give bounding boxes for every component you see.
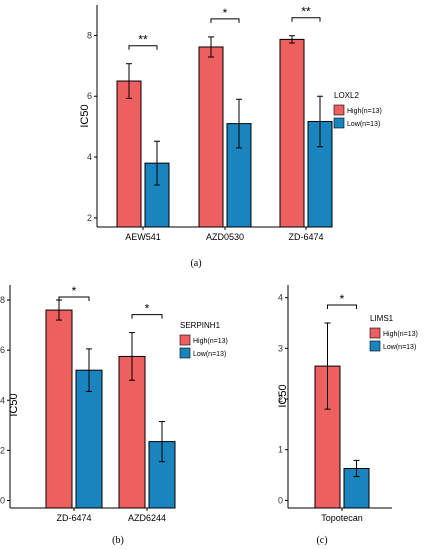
y-tick-label: 0 (0, 495, 5, 505)
chart-panel-b: 0 2 4 6 8 IC50 ZD-6474 * AZD6244 * SERPINH1 High(n=… (0, 284, 228, 523)
legend-title: SERPINH1 (180, 321, 221, 330)
bar-high (116, 80, 142, 228)
significance-bracket (291, 17, 321, 22)
y-tick-label: 8 (87, 30, 92, 40)
legend-label-low: Low(n=13) (347, 121, 380, 128)
x-tick-label: Topotecan (321, 513, 363, 523)
x-tick-label: AEW541 (125, 232, 161, 242)
significance-bracket (58, 296, 90, 301)
legend-swatch-low (369, 340, 381, 352)
bar-high (118, 355, 146, 509)
legend-title: LOXL2 (334, 91, 359, 100)
y-tick-label: 3 (278, 343, 283, 353)
bar-low (226, 123, 252, 228)
significance-label: * (145, 302, 150, 316)
chart-panel-a: 2 4 6 8 IC50 AEW541 ** AZD0530 * ZD-6474 ** LOXL2 Hi… (79, 5, 382, 242)
y-tick-label: 2 (87, 213, 92, 223)
panel-label-c: (c) (316, 535, 327, 546)
y-tick-label: 4 (87, 152, 92, 162)
legend-swatch-low (333, 117, 345, 129)
significance-label: * (223, 6, 228, 20)
significance-label: * (340, 292, 345, 306)
y-tick-label: 8 (0, 295, 5, 305)
significance-label: * (72, 284, 77, 298)
legend-swatch-high (369, 327, 381, 339)
significance-bracket (131, 314, 163, 319)
bar-low (75, 369, 103, 509)
y-axis-title: IC50 (8, 393, 20, 416)
panel-label-b: (b) (112, 535, 124, 546)
bar-high (45, 309, 73, 509)
y-tick-label: 0 (278, 495, 283, 505)
legend-swatch-high (333, 104, 345, 116)
x-tick-label: AZD6244 (128, 513, 166, 523)
significance-bracket (327, 304, 357, 310)
y-axis-title: IC50 (79, 104, 91, 127)
x-tick-label: AZD0530 (206, 232, 244, 242)
y-tick-label: 6 (87, 91, 92, 101)
legend-swatch-high (179, 334, 191, 346)
significance-bracket (128, 45, 158, 50)
legend-label-low: Low(n=13) (383, 344, 416, 351)
y-tick-label: 2 (278, 394, 283, 404)
y-tick-label: 6 (0, 345, 5, 355)
y-axis-title: IC50 (277, 384, 289, 407)
panel-label-a: (a) (190, 258, 201, 269)
legend-label-high: High(n=13) (347, 108, 382, 115)
bar-high (198, 46, 224, 228)
x-tick-label: ZD-6474 (288, 232, 323, 242)
legend-swatch-low (179, 347, 191, 359)
chart-panel-c: 0 1 2 3 4 IC50 Topotecan * LIMS1 High(n=13) Low(n=… (277, 285, 418, 523)
y-tick-label: 2 (0, 445, 5, 455)
legend-label-high: High(n=13) (383, 331, 418, 338)
significance-bracket (210, 18, 240, 23)
x-tick-label: ZD-6474 (56, 513, 91, 523)
bar-high (279, 38, 305, 228)
legend-label-low: Low(n=13) (193, 351, 226, 358)
significance-label: ** (138, 33, 148, 47)
significance-label: ** (301, 5, 311, 19)
legend-label-high: High(n=13) (193, 338, 228, 345)
legend-title: LIMS1 (370, 314, 394, 323)
y-tick-label: 1 (278, 445, 283, 455)
y-tick-label: 4 (0, 395, 5, 405)
y-tick-label: 4 (278, 293, 283, 303)
